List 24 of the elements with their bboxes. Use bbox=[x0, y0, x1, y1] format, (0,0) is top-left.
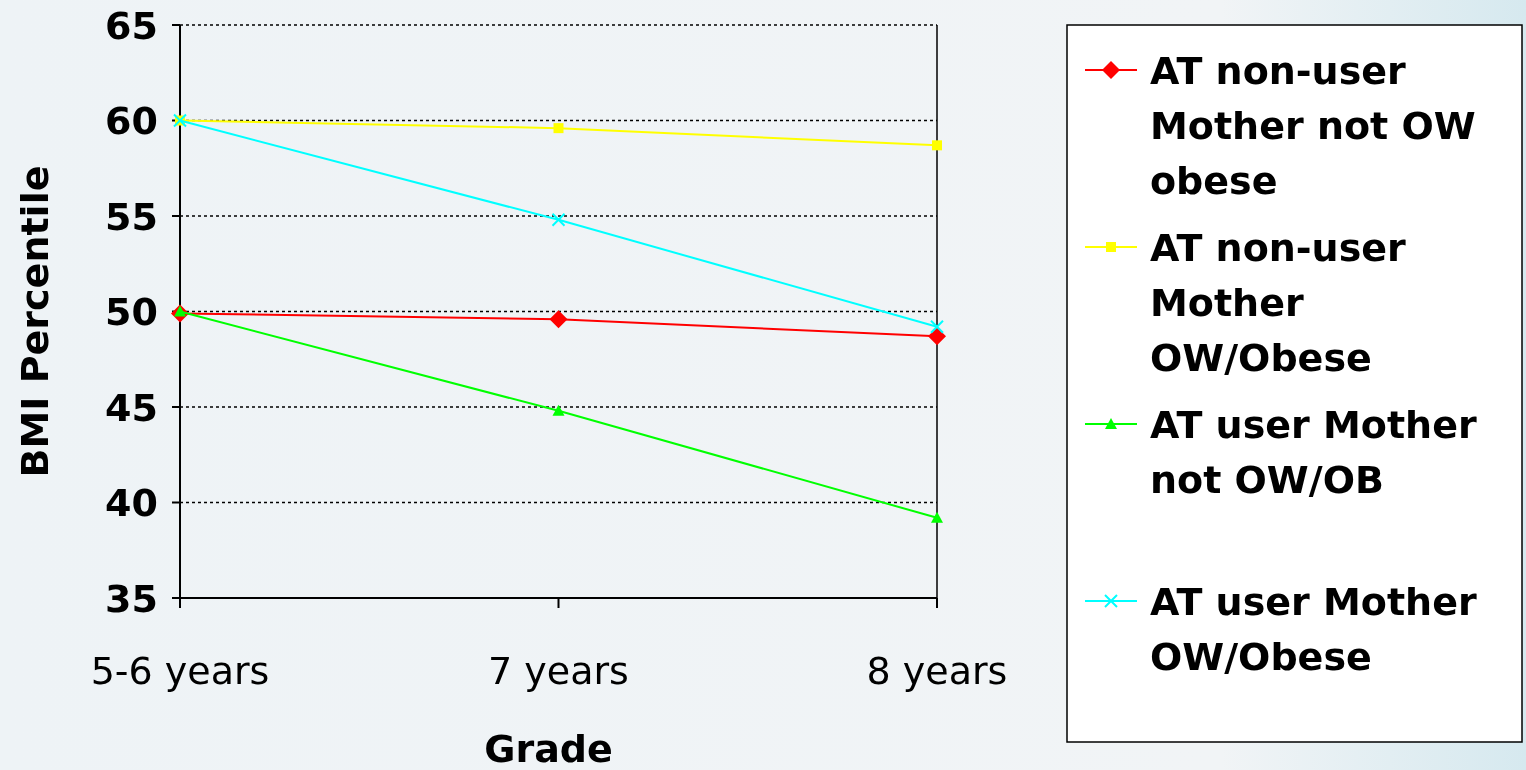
y-tick-label: 45 bbox=[105, 385, 158, 430]
y-tick-label: 50 bbox=[105, 290, 158, 335]
point bbox=[931, 511, 943, 523]
legend-label: AT non-user Mother OW/Obese bbox=[1150, 225, 1407, 380]
legend-label: AT user Mother not OW/OB bbox=[1150, 402, 1477, 502]
point bbox=[553, 123, 564, 134]
x-tick-label: 7 years bbox=[488, 649, 629, 693]
y-tick-label: 65 bbox=[105, 3, 158, 48]
legend-label: AT non-user Mother not OW obese bbox=[1150, 48, 1476, 203]
x-axis-title: Grade bbox=[484, 727, 613, 770]
point bbox=[549, 310, 568, 329]
point bbox=[932, 140, 942, 151]
y-axis-title: BMI Percentile bbox=[13, 165, 57, 478]
point bbox=[552, 404, 565, 416]
point bbox=[551, 212, 566, 227]
y-tick-label: 40 bbox=[105, 481, 158, 526]
y-tick-label: 55 bbox=[105, 194, 158, 239]
point bbox=[930, 319, 944, 334]
y-tick-label: 60 bbox=[105, 99, 158, 144]
x-tick-label: 5-6 years bbox=[90, 649, 270, 693]
x-tick-label: 8 years bbox=[866, 649, 1008, 693]
point bbox=[928, 327, 946, 346]
y-tick-label: 35 bbox=[105, 576, 158, 621]
legend-label: AT user Mother OW/Obese bbox=[1150, 579, 1477, 679]
